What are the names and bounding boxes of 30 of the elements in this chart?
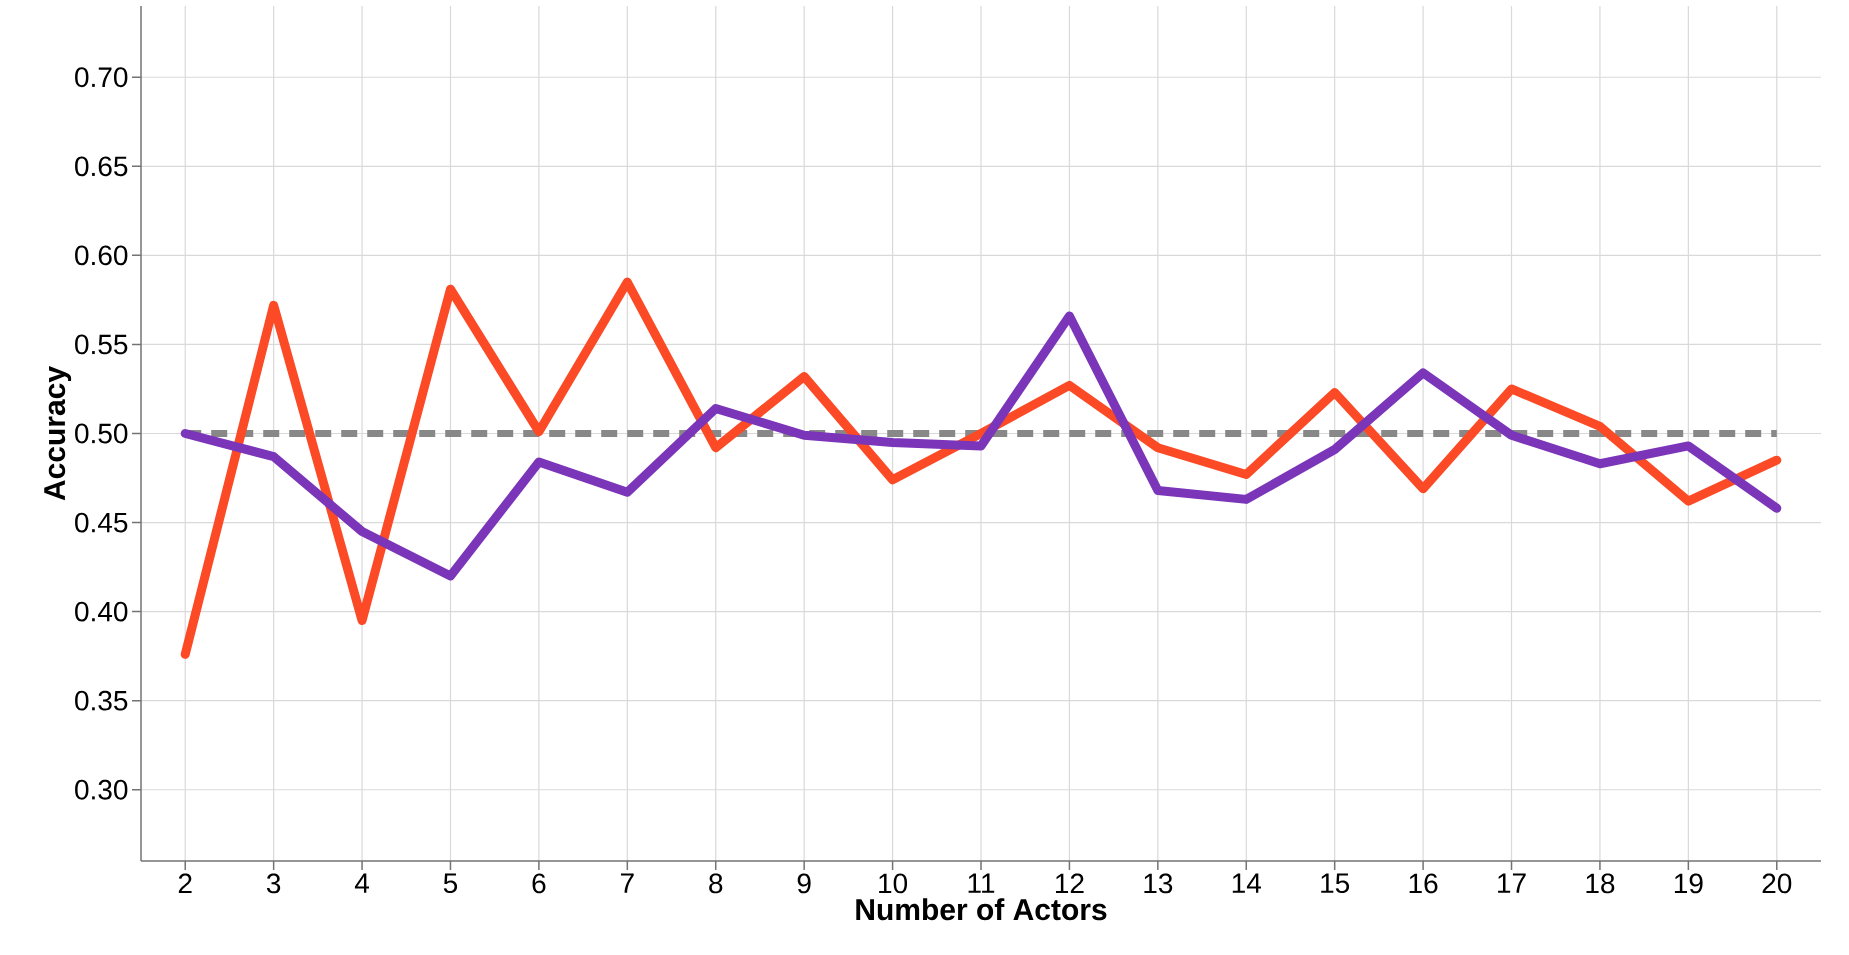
x-tick-label: 17 <box>1498 873 1526 893</box>
y-tick-label: 0.40 <box>75 601 128 622</box>
x-tick-label: 14 <box>1232 873 1261 893</box>
y-tick-label: 0.70 <box>75 67 128 88</box>
y-axis-title: Accuracy <box>44 366 72 501</box>
x-tick-label: 10 <box>879 873 908 894</box>
y-tick-label: 0.50 <box>75 423 128 444</box>
x-tick-label: 11 <box>968 873 995 893</box>
x-tick-label: 15 <box>1321 873 1350 894</box>
x-tick-label: 7 <box>620 873 634 893</box>
y-tick-label: 0.35 <box>75 690 128 711</box>
y-tick-label: 0.55 <box>75 334 128 355</box>
x-tick-label: 2 <box>178 873 192 894</box>
x-tick-label: 19 <box>1674 873 1703 894</box>
x-axis-title: Number of Actors <box>856 898 1107 921</box>
x-tick-label: 4 <box>354 873 370 893</box>
x-tick-label: 5 <box>443 873 458 894</box>
x-tick-label: 8 <box>709 873 723 894</box>
x-tick-label: 20 <box>1762 873 1792 894</box>
x-tick-label: 6 <box>532 873 546 894</box>
y-tick-label: 0.65 <box>75 156 128 177</box>
x-tick-label: 13 <box>1144 873 1173 894</box>
x-tick-label: 3 <box>266 873 281 894</box>
x-tick-label: 16 <box>1409 873 1438 894</box>
x-tick-label: 12 <box>1055 873 1084 894</box>
x-tick-label: 9 <box>797 873 811 894</box>
y-tick-label: 0.60 <box>75 245 128 266</box>
x-tick-label: 18 <box>1586 873 1615 894</box>
y-tick-label: 0.45 <box>75 512 128 533</box>
y-tick-label: 0.30 <box>75 779 128 800</box>
